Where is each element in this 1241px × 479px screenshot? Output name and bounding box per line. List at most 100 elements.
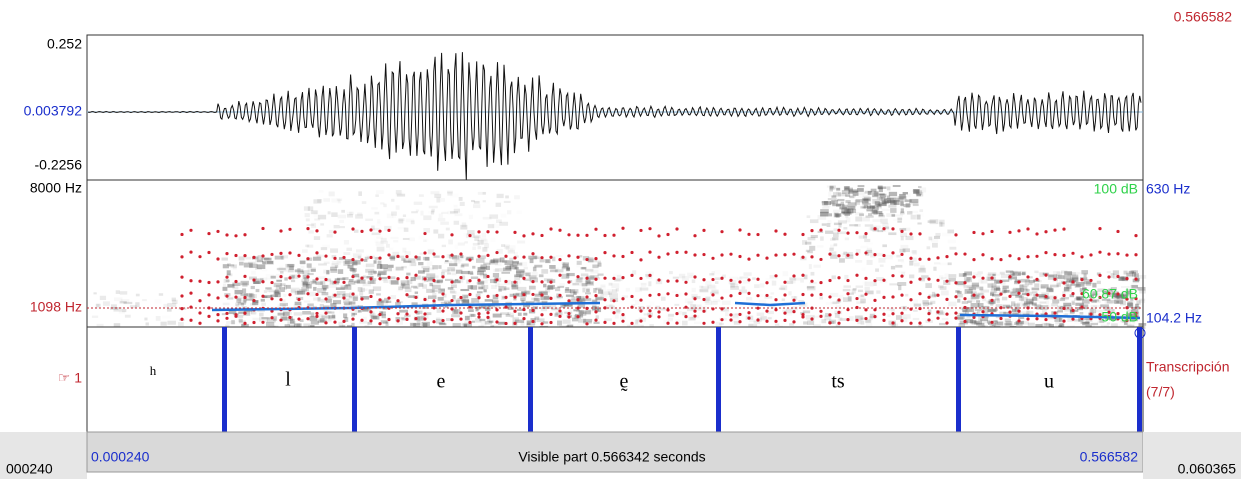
formant-dot <box>801 232 805 237</box>
spectral-energy <box>785 308 793 314</box>
spectral-energy <box>1034 270 1039 274</box>
boundary[interactable] <box>1137 327 1142 432</box>
spectral-energy <box>995 298 1000 302</box>
spectral-energy <box>325 298 332 303</box>
spectral-energy <box>512 320 517 323</box>
spectral-energy <box>352 294 359 300</box>
spectral-energy <box>926 246 931 250</box>
interval-label[interactable]: ḛ <box>620 371 629 393</box>
spectral-energy <box>396 301 403 304</box>
spectral-energy <box>448 239 453 245</box>
spectral-energy <box>410 285 417 288</box>
spectral-energy <box>813 264 821 268</box>
spectral-energy <box>1094 300 1101 303</box>
spectral-energy <box>829 185 834 189</box>
spectral-energy <box>123 301 133 305</box>
spectral-energy <box>479 272 487 277</box>
boundary[interactable] <box>352 327 357 432</box>
spectral-energy <box>1067 325 1075 328</box>
formant-dot <box>243 274 247 278</box>
spectral-energy <box>786 280 794 285</box>
formant-dot <box>288 293 292 297</box>
spectral-energy <box>587 257 594 263</box>
formant-dot <box>279 251 283 256</box>
spectral-energy <box>257 309 265 312</box>
interval-label[interactable]: u <box>1044 371 1054 393</box>
formant-dot <box>612 299 616 303</box>
formant-dot <box>846 231 850 235</box>
spectral-energy <box>450 194 459 198</box>
spectral-energy <box>572 282 580 286</box>
interval-label[interactable]: ts <box>831 371 845 393</box>
spectral-energy <box>483 289 487 293</box>
spectral-energy <box>857 188 864 192</box>
boundary[interactable] <box>716 327 721 432</box>
formant-dot <box>594 277 598 281</box>
interval-label[interactable]: l <box>285 369 291 391</box>
spectral-energy <box>996 321 1004 326</box>
formant-dot <box>567 311 571 316</box>
formant-dot <box>648 227 652 231</box>
formant-dot <box>918 321 922 325</box>
visible-bar[interactable] <box>86 431 1144 473</box>
spectral-energy <box>390 280 399 285</box>
boundary[interactable] <box>528 327 533 432</box>
interval-label[interactable]: e <box>437 371 446 393</box>
formant-dot <box>882 253 886 258</box>
spectral-energy <box>487 224 495 229</box>
formant-dot <box>963 281 967 285</box>
spectral-energy <box>461 270 470 275</box>
spectral-energy <box>935 232 941 237</box>
spectral-energy <box>306 263 312 268</box>
spectral-energy <box>509 248 513 252</box>
spectral-energy <box>135 302 140 308</box>
spectral-energy <box>1131 285 1139 289</box>
spectral-energy <box>567 296 576 300</box>
spectral-energy <box>1032 294 1037 299</box>
spectral-energy <box>460 264 465 268</box>
formant-dot <box>1017 280 1021 284</box>
formant-dot <box>954 295 958 299</box>
formant-dot <box>810 293 814 297</box>
spectral-energy <box>917 222 922 225</box>
spectral-energy <box>842 211 852 215</box>
formant-dot <box>1080 277 1084 282</box>
boundary[interactable] <box>956 327 961 432</box>
spectral-energy <box>810 234 818 239</box>
spectral-energy <box>470 314 476 317</box>
spectral-energy <box>806 215 811 218</box>
formant-dot <box>747 232 751 236</box>
boundary[interactable] <box>222 327 227 432</box>
spectral-energy <box>511 284 517 288</box>
spectral-energy <box>505 195 509 199</box>
formant-dot <box>252 298 256 303</box>
spectral-energy <box>369 278 377 281</box>
tier-panel[interactable] <box>86 326 1144 433</box>
spectral-energy <box>890 200 897 204</box>
spectral-energy <box>135 293 140 297</box>
formant-dot <box>423 297 427 302</box>
spectral-energy <box>1074 319 1081 322</box>
spectral-energy <box>328 284 337 288</box>
formant-dot <box>585 276 589 280</box>
formant-dot <box>216 296 220 300</box>
spectral-energy <box>833 232 839 238</box>
formant-dot <box>828 278 832 283</box>
formant-dot <box>189 250 193 254</box>
formant-dot <box>837 228 841 232</box>
spectral-energy <box>493 268 500 273</box>
spectral-energy <box>1112 270 1119 275</box>
spectral-energy <box>992 273 996 277</box>
spectral-energy <box>461 222 467 228</box>
spectral-energy <box>616 310 622 313</box>
formant-dot <box>648 293 652 297</box>
spectral-energy <box>1056 282 1061 287</box>
spectral-energy <box>384 297 389 301</box>
spectral-energy <box>377 271 386 276</box>
spectral-energy <box>287 268 294 273</box>
spectral-energy <box>859 213 865 217</box>
interval-label[interactable]: h <box>150 363 157 378</box>
spectral-energy <box>344 259 353 265</box>
tier-number[interactable]: ☞ 1 <box>58 370 82 386</box>
formant-dot <box>225 275 229 279</box>
